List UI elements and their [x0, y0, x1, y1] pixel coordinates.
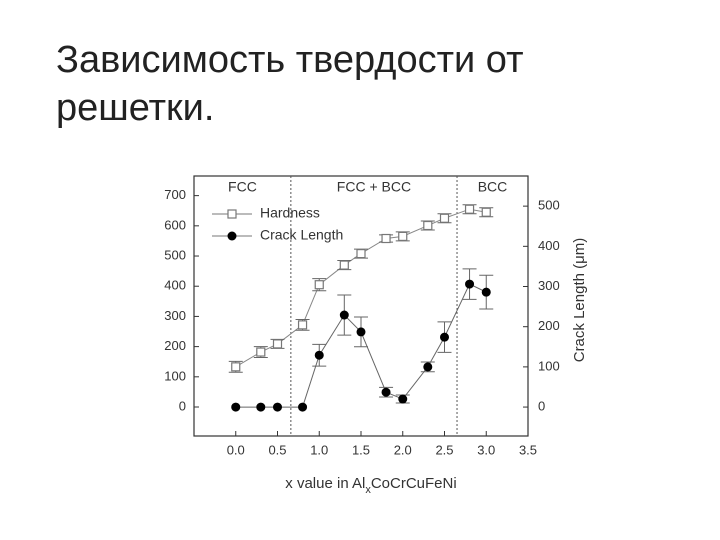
- region-label: FCC + BCC: [337, 179, 411, 195]
- marker: [423, 362, 433, 372]
- marker: [481, 207, 491, 217]
- y-tick-label: 700: [164, 187, 186, 202]
- y2-tick-label: 200: [538, 318, 560, 333]
- marker: [439, 213, 450, 223]
- y-tick-label: 400: [164, 278, 186, 293]
- x-axis-label-part: x value in Al: [285, 475, 365, 492]
- legend-label: Crack Length: [260, 227, 343, 243]
- y2-tick-label: 100: [538, 358, 560, 373]
- x-tick-label: 2.0: [394, 442, 412, 457]
- y2-tick-label: 400: [538, 238, 560, 253]
- marker: [481, 287, 491, 297]
- marker: [297, 320, 308, 330]
- marker: [464, 204, 475, 214]
- x-axis-label: x value in AlxCoCrCuFeNi: [285, 475, 456, 496]
- y-tick-label: 500: [164, 247, 186, 262]
- x-tick-label: 3.5: [519, 442, 537, 457]
- y-tick-label: 600: [164, 217, 186, 232]
- x-tick-label: 0.0: [227, 442, 245, 457]
- x-tick-label: 3.0: [477, 442, 495, 457]
- marker: [440, 332, 449, 342]
- y2-axis-label: Crack Length (μm): [571, 238, 588, 363]
- marker: [272, 339, 283, 349]
- marker: [339, 310, 349, 320]
- marker: [231, 402, 241, 412]
- slide-title: Зависимость твердости от решетки.: [56, 39, 524, 129]
- y-tick-label: 100: [164, 368, 186, 383]
- region-label: BCC: [478, 179, 508, 195]
- marker: [381, 387, 391, 397]
- legend-label: Hardness: [260, 205, 320, 221]
- marker: [256, 347, 266, 357]
- marker: [298, 402, 308, 412]
- y-tick-label: 200: [164, 338, 186, 353]
- marker: [314, 350, 324, 360]
- legend-marker: [227, 231, 237, 241]
- x-tick-label: 1.0: [310, 442, 328, 457]
- y2-tick-label: 0: [538, 399, 545, 414]
- marker: [356, 249, 366, 259]
- x-axis-label-part: CoCrCuFeNi: [371, 475, 457, 492]
- y-tick-label: 300: [164, 308, 186, 323]
- y2-tick-label: 500: [538, 198, 560, 213]
- marker: [381, 233, 391, 244]
- region-label: FCC: [228, 179, 257, 195]
- x-tick-label: 1.5: [352, 442, 370, 457]
- y2-tick-label: 300: [538, 278, 560, 293]
- marker: [273, 402, 282, 412]
- plot-frame: [193, 175, 529, 437]
- marker: [356, 327, 366, 337]
- x-tick-label: 2.5: [435, 442, 453, 457]
- x-tick-label: 0.5: [268, 442, 286, 457]
- marker: [256, 402, 266, 412]
- marker: [339, 260, 349, 270]
- y-tick-label: 0: [179, 398, 186, 413]
- marker: [465, 279, 475, 289]
- marker: [398, 394, 408, 404]
- legend-marker: [227, 209, 237, 219]
- marker: [423, 220, 433, 231]
- marker: [398, 231, 408, 241]
- marker: [231, 362, 241, 372]
- x-axis-label-part: x: [365, 484, 371, 496]
- marker: [314, 280, 324, 290]
